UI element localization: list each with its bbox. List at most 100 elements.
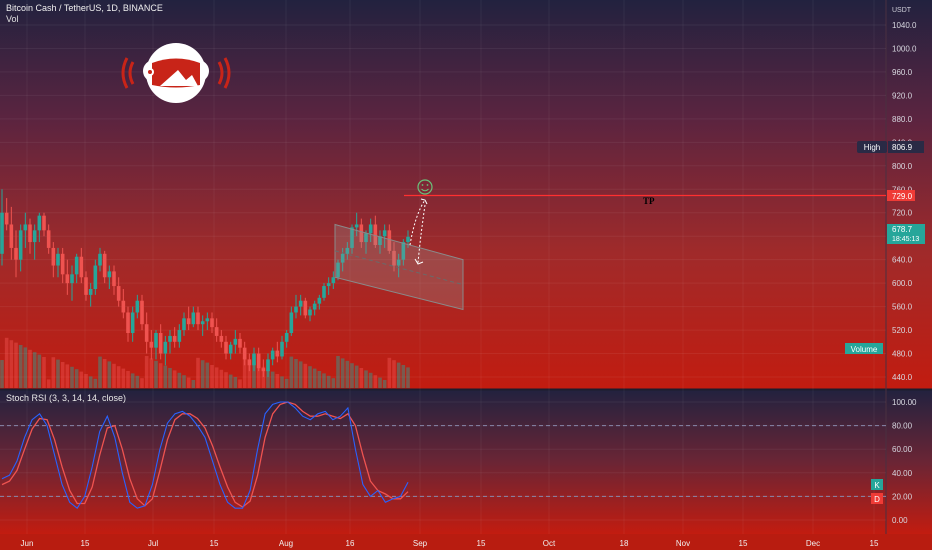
price-axis[interactable]: USDT1040.01000.0960.0920.0880.0840.0800.… bbox=[892, 7, 917, 525]
volume-bar bbox=[9, 340, 14, 388]
rsi-pane[interactable] bbox=[0, 390, 932, 534]
candle-body bbox=[121, 300, 126, 313]
candle-body bbox=[326, 283, 331, 287]
descending-channel[interactable] bbox=[334, 223, 464, 311]
volume-bar bbox=[88, 376, 93, 388]
volume-bar bbox=[154, 360, 158, 388]
k-badge[interactable]: K bbox=[871, 479, 883, 490]
volume-bar bbox=[135, 375, 140, 388]
tp-price-value: 729.0 bbox=[892, 192, 913, 201]
volume-bar bbox=[4, 337, 9, 388]
smiley-icon[interactable] bbox=[417, 179, 433, 195]
candle-body bbox=[200, 321, 205, 325]
candle-body bbox=[359, 224, 364, 243]
time-label: Dec bbox=[806, 539, 820, 548]
volume-bar bbox=[116, 366, 121, 388]
candle-body bbox=[84, 277, 88, 295]
volume-bar bbox=[98, 356, 102, 388]
horizontal-grid bbox=[0, 24, 886, 521]
candle-body bbox=[382, 230, 387, 237]
volume-bar bbox=[163, 365, 168, 388]
candle-body bbox=[9, 224, 14, 248]
channel-band bbox=[334, 223, 464, 311]
candle-body bbox=[23, 224, 28, 231]
candle-body bbox=[252, 353, 256, 366]
candle-body bbox=[0, 212, 4, 254]
arrow-down-head bbox=[414, 258, 424, 265]
price-tick-label: 880.0 bbox=[892, 115, 913, 124]
volume-bar bbox=[382, 380, 387, 388]
rsi-tick-label: 100.00 bbox=[892, 398, 917, 407]
candle-body bbox=[140, 300, 144, 325]
stoch-rsi-lines bbox=[1, 401, 409, 510]
time-axis[interactable]: Jun 15 Jul 15 Aug 16 Sep 15 Oct 18 Nov 15 Dec 15 bbox=[21, 539, 879, 548]
candle-body bbox=[331, 277, 336, 284]
d-badge-label: D bbox=[874, 495, 880, 504]
volume-bar bbox=[42, 357, 46, 388]
candle-body bbox=[345, 247, 350, 254]
candle-body bbox=[368, 224, 373, 234]
logo-eye-pupil bbox=[148, 70, 152, 74]
candle-body bbox=[70, 274, 74, 284]
logo-mountain bbox=[160, 70, 198, 86]
high-badge-bg bbox=[857, 141, 887, 153]
arrow-up-path[interactable] bbox=[409, 199, 426, 246]
candle-body bbox=[294, 306, 298, 313]
candle-body bbox=[196, 312, 200, 325]
volume-badge-bg bbox=[845, 343, 883, 354]
volume-badge[interactable]: Volume bbox=[845, 343, 883, 354]
candle-body bbox=[392, 250, 396, 266]
volume-bar bbox=[406, 367, 410, 388]
volume-bar bbox=[252, 362, 256, 388]
volume-bar bbox=[140, 378, 144, 388]
d-badge[interactable]: D bbox=[871, 493, 883, 504]
time-label: Jun bbox=[21, 539, 34, 548]
volume-bar bbox=[326, 375, 331, 388]
tp-price-badge[interactable]: 729.0 bbox=[887, 190, 915, 201]
volume-legend[interactable]: Vol bbox=[6, 14, 19, 24]
high-badge[interactable]: High 806.9 bbox=[857, 141, 924, 153]
main-pane[interactable] bbox=[0, 0, 932, 389]
chart-title[interactable]: Bitcoin Cash / TetherUS, 1D, BINANCE bbox=[6, 3, 163, 13]
candle-body bbox=[284, 333, 289, 342]
volume-bar bbox=[37, 354, 42, 388]
volume-badge-label: Volume bbox=[851, 345, 878, 354]
candle-body bbox=[280, 341, 284, 357]
stoch-rsi-title[interactable]: Stoch RSI (3, 3, 14, 14, close) bbox=[6, 393, 127, 403]
volume-bar bbox=[354, 365, 359, 388]
volume-bar bbox=[168, 368, 172, 388]
arrow-down-path[interactable] bbox=[417, 204, 426, 264]
volume-bar bbox=[364, 370, 368, 388]
candle-body bbox=[247, 359, 252, 366]
time-label: 15 bbox=[210, 539, 219, 548]
countdown-value: 18:45:13 bbox=[892, 236, 919, 243]
volume-bar bbox=[172, 370, 177, 388]
candle-body bbox=[406, 236, 410, 243]
volume-bar bbox=[56, 359, 60, 388]
vertical-grid bbox=[26, 0, 875, 534]
volume-bar bbox=[14, 342, 18, 388]
candle-body bbox=[144, 324, 149, 342]
candle-body bbox=[14, 247, 18, 260]
candle-body bbox=[378, 236, 382, 245]
time-axis-bar[interactable] bbox=[0, 534, 932, 550]
candle-body bbox=[396, 259, 401, 266]
arrow-up-head bbox=[420, 198, 428, 205]
volume-bar bbox=[284, 378, 289, 388]
candle-body bbox=[186, 318, 191, 325]
volume-bar bbox=[182, 375, 186, 388]
volume-bar bbox=[280, 376, 284, 388]
volume-bar bbox=[121, 368, 126, 388]
candle-body bbox=[308, 309, 312, 316]
price-tick-label: 600.0 bbox=[892, 279, 913, 288]
candle-body bbox=[256, 353, 261, 369]
candle-body bbox=[98, 253, 102, 266]
volume-bar bbox=[256, 364, 261, 388]
volume-bar bbox=[196, 357, 200, 388]
candle-body bbox=[168, 335, 172, 342]
current-price-badge[interactable]: 678.7 18:45:13 bbox=[887, 224, 925, 244]
candle-body bbox=[233, 338, 238, 345]
time-label: 18 bbox=[620, 539, 629, 548]
